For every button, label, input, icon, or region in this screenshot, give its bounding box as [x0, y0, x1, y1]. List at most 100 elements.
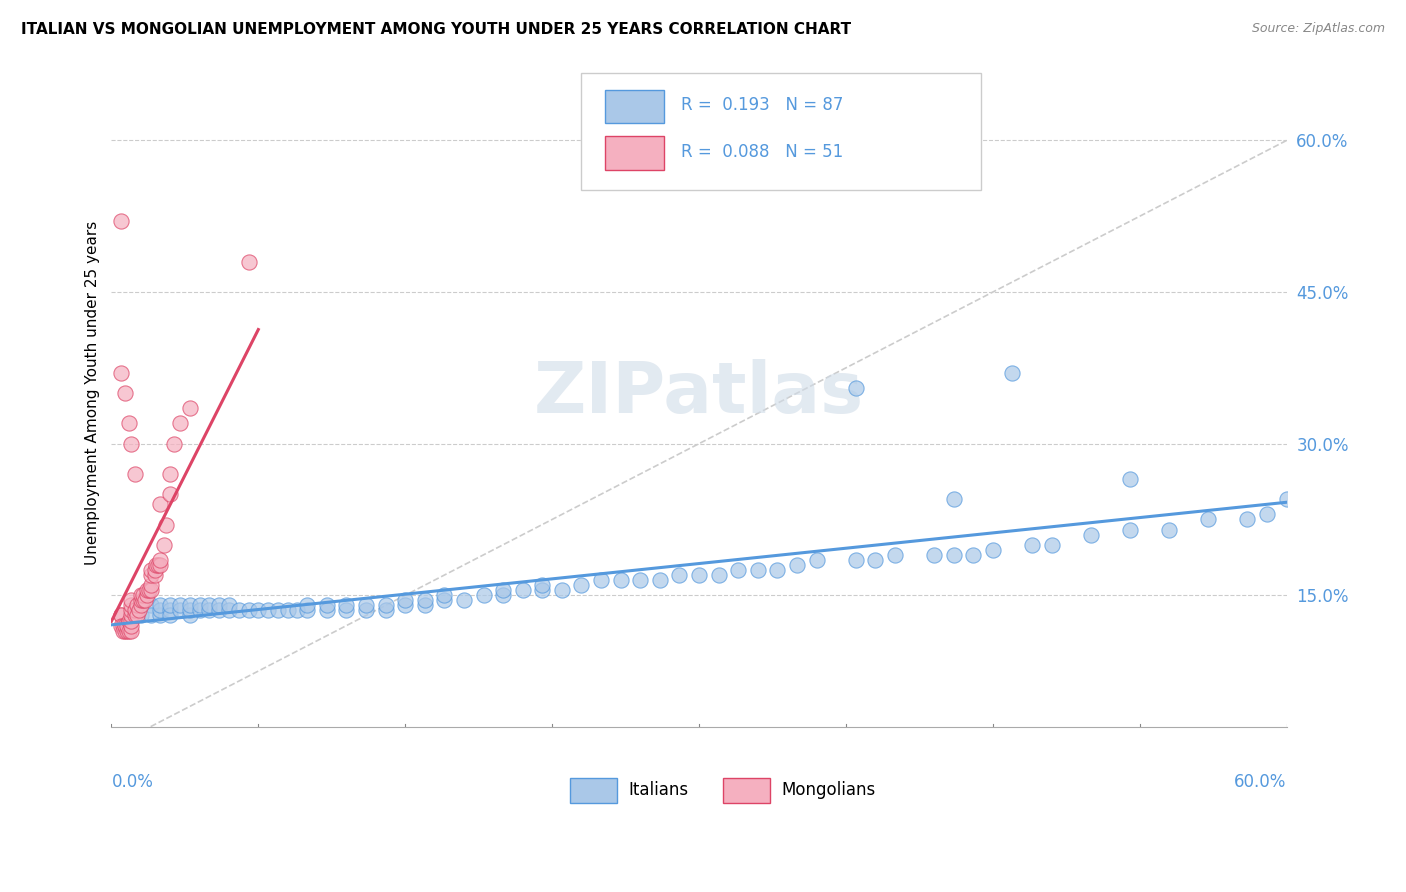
Point [159, 608, 181, 623]
Point [277, 603, 299, 617]
Point [120, 614, 142, 628]
Text: Italians: Italians [628, 781, 689, 799]
Point [433, 593, 456, 607]
Point [354, 599, 377, 613]
Point [139, 568, 162, 582]
Point [124, 467, 146, 481]
Point [433, 588, 456, 602]
Point [128, 603, 150, 617]
Point [845, 553, 868, 567]
Point [1001, 366, 1024, 380]
Point [110, 618, 132, 632]
Point [120, 624, 142, 638]
Point [218, 599, 240, 613]
Point [1119, 523, 1142, 537]
Point [143, 563, 166, 577]
Point [551, 583, 574, 598]
Point [118, 417, 141, 431]
Point [120, 608, 142, 623]
Point [335, 599, 357, 613]
Point [247, 603, 270, 617]
Point [942, 492, 965, 507]
Point [981, 542, 1004, 557]
Point [188, 603, 211, 617]
Point [394, 599, 416, 613]
Point [120, 436, 142, 450]
Point [134, 593, 156, 607]
Point [120, 618, 142, 632]
Point [169, 417, 191, 431]
Point [472, 588, 495, 602]
Point [139, 599, 162, 613]
Point [120, 593, 142, 607]
Point [198, 599, 221, 613]
Point [238, 603, 260, 617]
Point [1040, 538, 1063, 552]
Point [112, 624, 135, 638]
Point [110, 214, 132, 228]
Point [115, 624, 138, 638]
Point [188, 599, 211, 613]
Point [114, 386, 136, 401]
Point [531, 583, 554, 598]
Point [315, 603, 337, 617]
Point [159, 467, 181, 481]
Point [149, 603, 172, 617]
Point [118, 614, 141, 628]
Point [169, 599, 191, 613]
Point [1256, 508, 1278, 522]
Point [155, 517, 177, 532]
Point [159, 487, 181, 501]
Point [163, 436, 186, 450]
Point [727, 563, 749, 577]
Point [148, 558, 170, 572]
Point [179, 603, 201, 617]
Point [297, 599, 319, 613]
Point [747, 563, 769, 577]
Point [845, 381, 868, 395]
Point [179, 608, 201, 623]
Point [453, 593, 475, 607]
Point [143, 568, 166, 582]
Point [238, 254, 260, 268]
Point [138, 583, 160, 598]
Point [287, 603, 309, 617]
Point [648, 573, 671, 587]
Point [766, 563, 789, 577]
Point [374, 599, 396, 613]
Point [228, 603, 250, 617]
Point [628, 573, 651, 587]
Text: Mongolians: Mongolians [782, 781, 876, 799]
Point [571, 578, 593, 592]
Point [125, 599, 148, 613]
Point [492, 583, 515, 598]
Point [115, 618, 138, 632]
Text: 0.0%: 0.0% [111, 773, 153, 791]
Point [208, 603, 231, 617]
Point [922, 548, 945, 562]
Point [218, 603, 240, 617]
Point [139, 578, 162, 592]
Point [208, 599, 231, 613]
Point [1236, 512, 1258, 526]
Point [267, 603, 290, 617]
Point [531, 578, 554, 592]
Point [120, 608, 142, 623]
Point [110, 608, 132, 623]
Point [149, 599, 172, 613]
Text: ITALIAN VS MONGOLIAN UNEMPLOYMENT AMONG YOUTH UNDER 25 YEARS CORRELATION CHART: ITALIAN VS MONGOLIAN UNEMPLOYMENT AMONG … [21, 22, 851, 37]
Point [413, 593, 436, 607]
Point [883, 548, 905, 562]
FancyBboxPatch shape [605, 89, 664, 123]
Point [129, 593, 152, 607]
Point [688, 568, 710, 582]
Text: Source: ZipAtlas.com: Source: ZipAtlas.com [1251, 22, 1385, 36]
Point [394, 593, 416, 607]
Point [139, 583, 162, 598]
Point [120, 603, 142, 617]
Point [668, 568, 690, 582]
Point [114, 624, 136, 638]
Point [125, 608, 148, 623]
Point [114, 618, 136, 632]
Point [198, 603, 221, 617]
